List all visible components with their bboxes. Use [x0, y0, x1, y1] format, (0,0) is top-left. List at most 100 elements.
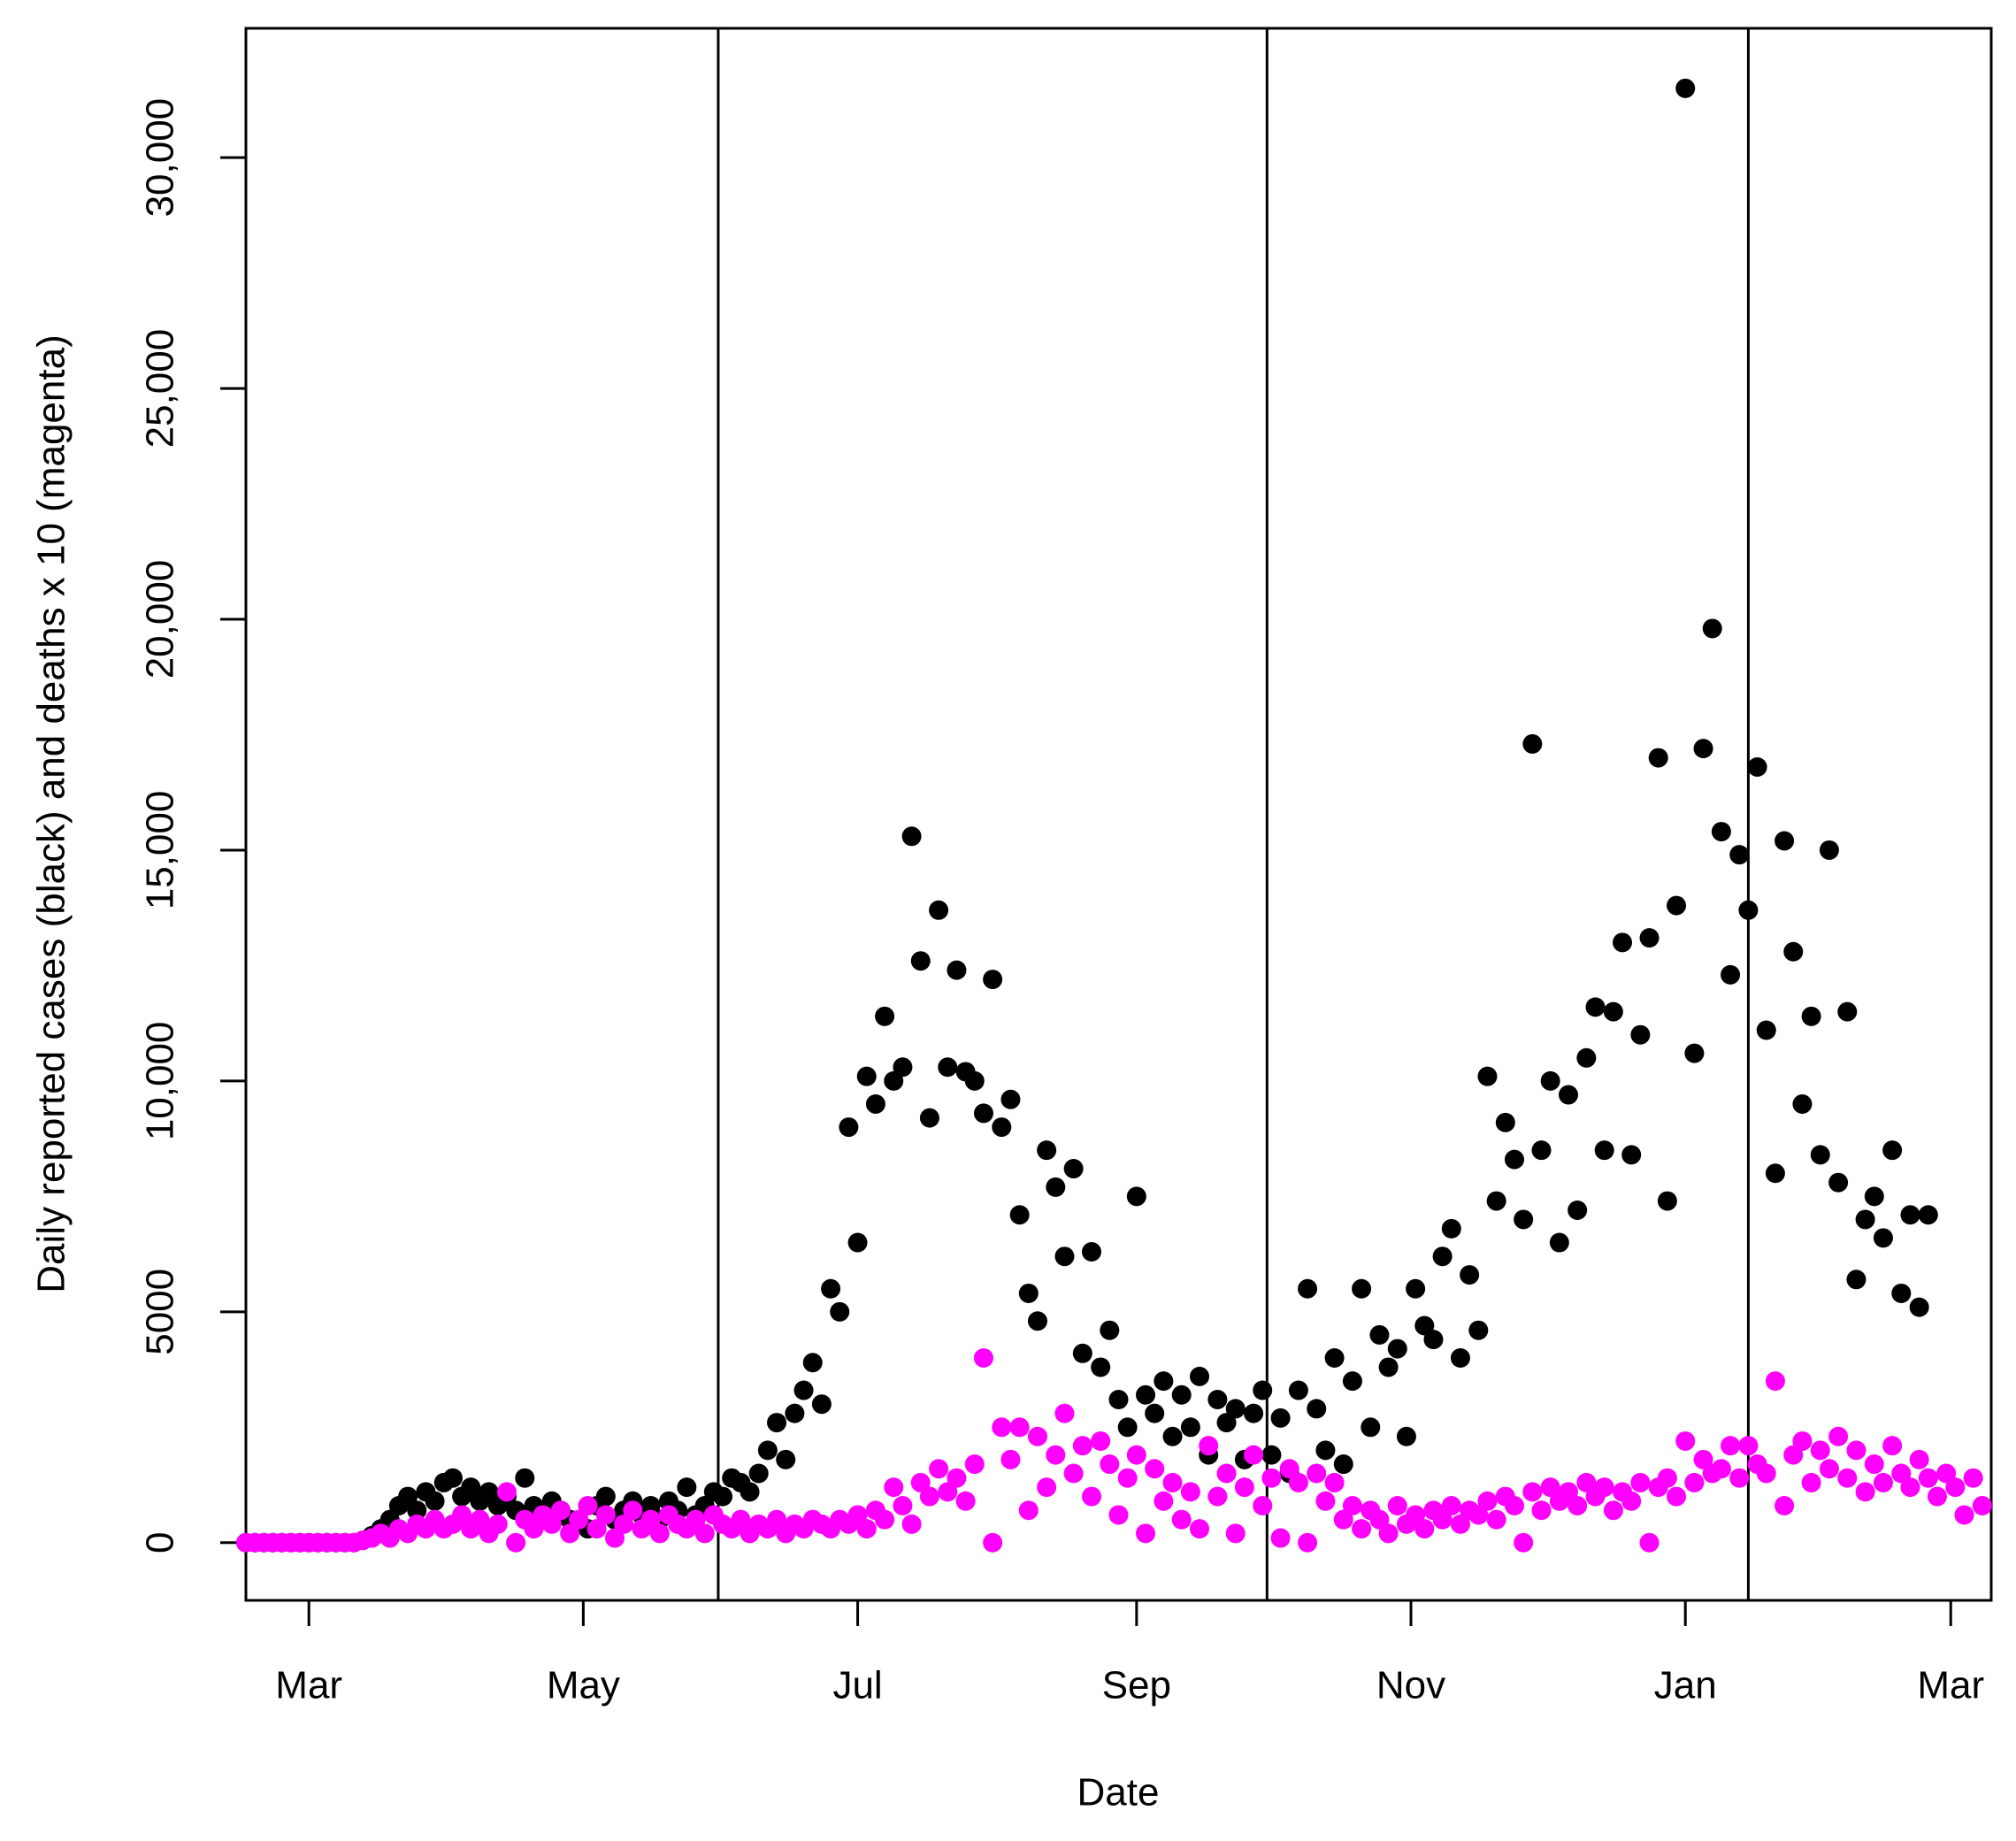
point [1009, 1205, 1030, 1225]
point [452, 1505, 472, 1525]
point [1864, 1454, 1884, 1475]
point [947, 1468, 967, 1488]
point [1667, 895, 1687, 916]
x-tick-label: Jan [1654, 1664, 1717, 1707]
point [1432, 1509, 1453, 1530]
point [677, 1477, 697, 1498]
point [1145, 1403, 1165, 1423]
point [623, 1500, 643, 1521]
point [1738, 900, 1759, 920]
point [1792, 1431, 1813, 1451]
point [919, 1486, 939, 1507]
point [1468, 1320, 1489, 1340]
point [1559, 1085, 1579, 1105]
point [992, 1417, 1012, 1438]
point [686, 1509, 706, 1530]
x-tick-label: Jul [832, 1664, 882, 1707]
point [1576, 1047, 1597, 1068]
point [740, 1482, 760, 1502]
point [1711, 822, 1731, 842]
point [1100, 1320, 1120, 1340]
point [1756, 1020, 1776, 1040]
point [875, 1006, 895, 1026]
x-axis-title: Date [1077, 1771, 1160, 1814]
point [1136, 1385, 1156, 1405]
point [910, 1472, 931, 1492]
point [1396, 1426, 1416, 1446]
point [893, 1496, 913, 1516]
point [398, 1486, 418, 1507]
point [1729, 845, 1750, 865]
point [1253, 1496, 1273, 1516]
point [929, 1459, 949, 1479]
point [1828, 1172, 1849, 1193]
point [1568, 1496, 1588, 1516]
point [1288, 1472, 1308, 1492]
point [1450, 1348, 1470, 1369]
point [973, 1348, 993, 1369]
point [884, 1477, 904, 1498]
point [811, 1394, 832, 1415]
point [793, 1380, 814, 1400]
point [1378, 1357, 1399, 1377]
point [1460, 1265, 1480, 1285]
point [865, 1093, 885, 1114]
point [821, 1278, 841, 1299]
point [1648, 748, 1668, 768]
point [1945, 1477, 1966, 1498]
point [938, 1057, 958, 1078]
point [1441, 1496, 1461, 1516]
point [757, 1440, 778, 1461]
point [1721, 1436, 1741, 1456]
point [1613, 932, 1633, 953]
point [1936, 1463, 1957, 1484]
point [1037, 1477, 1057, 1498]
point [847, 1505, 868, 1525]
point [1621, 1145, 1642, 1165]
point [839, 1117, 859, 1138]
point [1027, 1426, 1047, 1446]
point [1486, 1191, 1506, 1211]
point [1244, 1445, 1264, 1465]
point [1684, 1043, 1705, 1063]
point [1765, 1371, 1785, 1392]
point [470, 1509, 490, 1530]
point [1909, 1449, 1929, 1469]
point [1693, 739, 1713, 759]
y-tick-label: 5000 [139, 1269, 182, 1355]
point [875, 1509, 895, 1530]
point [1801, 1006, 1821, 1026]
point [1108, 1505, 1129, 1525]
point [802, 1353, 823, 1373]
point [1468, 1505, 1489, 1525]
point [1792, 1093, 1813, 1114]
point [901, 826, 922, 847]
point [1918, 1205, 1938, 1225]
point [1495, 1112, 1515, 1132]
point [1207, 1389, 1228, 1409]
point [1909, 1297, 1929, 1317]
y-axis-title: Daily reported cases (black) and deaths … [30, 334, 73, 1293]
point [487, 1514, 508, 1534]
point [506, 1532, 526, 1553]
point [1594, 1140, 1614, 1161]
point [550, 1500, 571, 1521]
point [407, 1500, 427, 1521]
point [1432, 1247, 1453, 1267]
point [1072, 1436, 1092, 1456]
y-tick-label: 0 [139, 1532, 182, 1553]
point [1549, 1232, 1569, 1253]
point [1171, 1509, 1192, 1530]
point [1009, 1417, 1030, 1438]
point [461, 1477, 481, 1498]
point [1810, 1145, 1830, 1165]
point [1801, 1472, 1821, 1492]
point [1063, 1159, 1084, 1179]
point [694, 1523, 715, 1544]
point [1963, 1468, 1983, 1488]
point [1477, 1491, 1498, 1511]
point [1387, 1496, 1407, 1516]
point [1342, 1496, 1362, 1516]
point [901, 1514, 922, 1534]
point [479, 1482, 499, 1502]
